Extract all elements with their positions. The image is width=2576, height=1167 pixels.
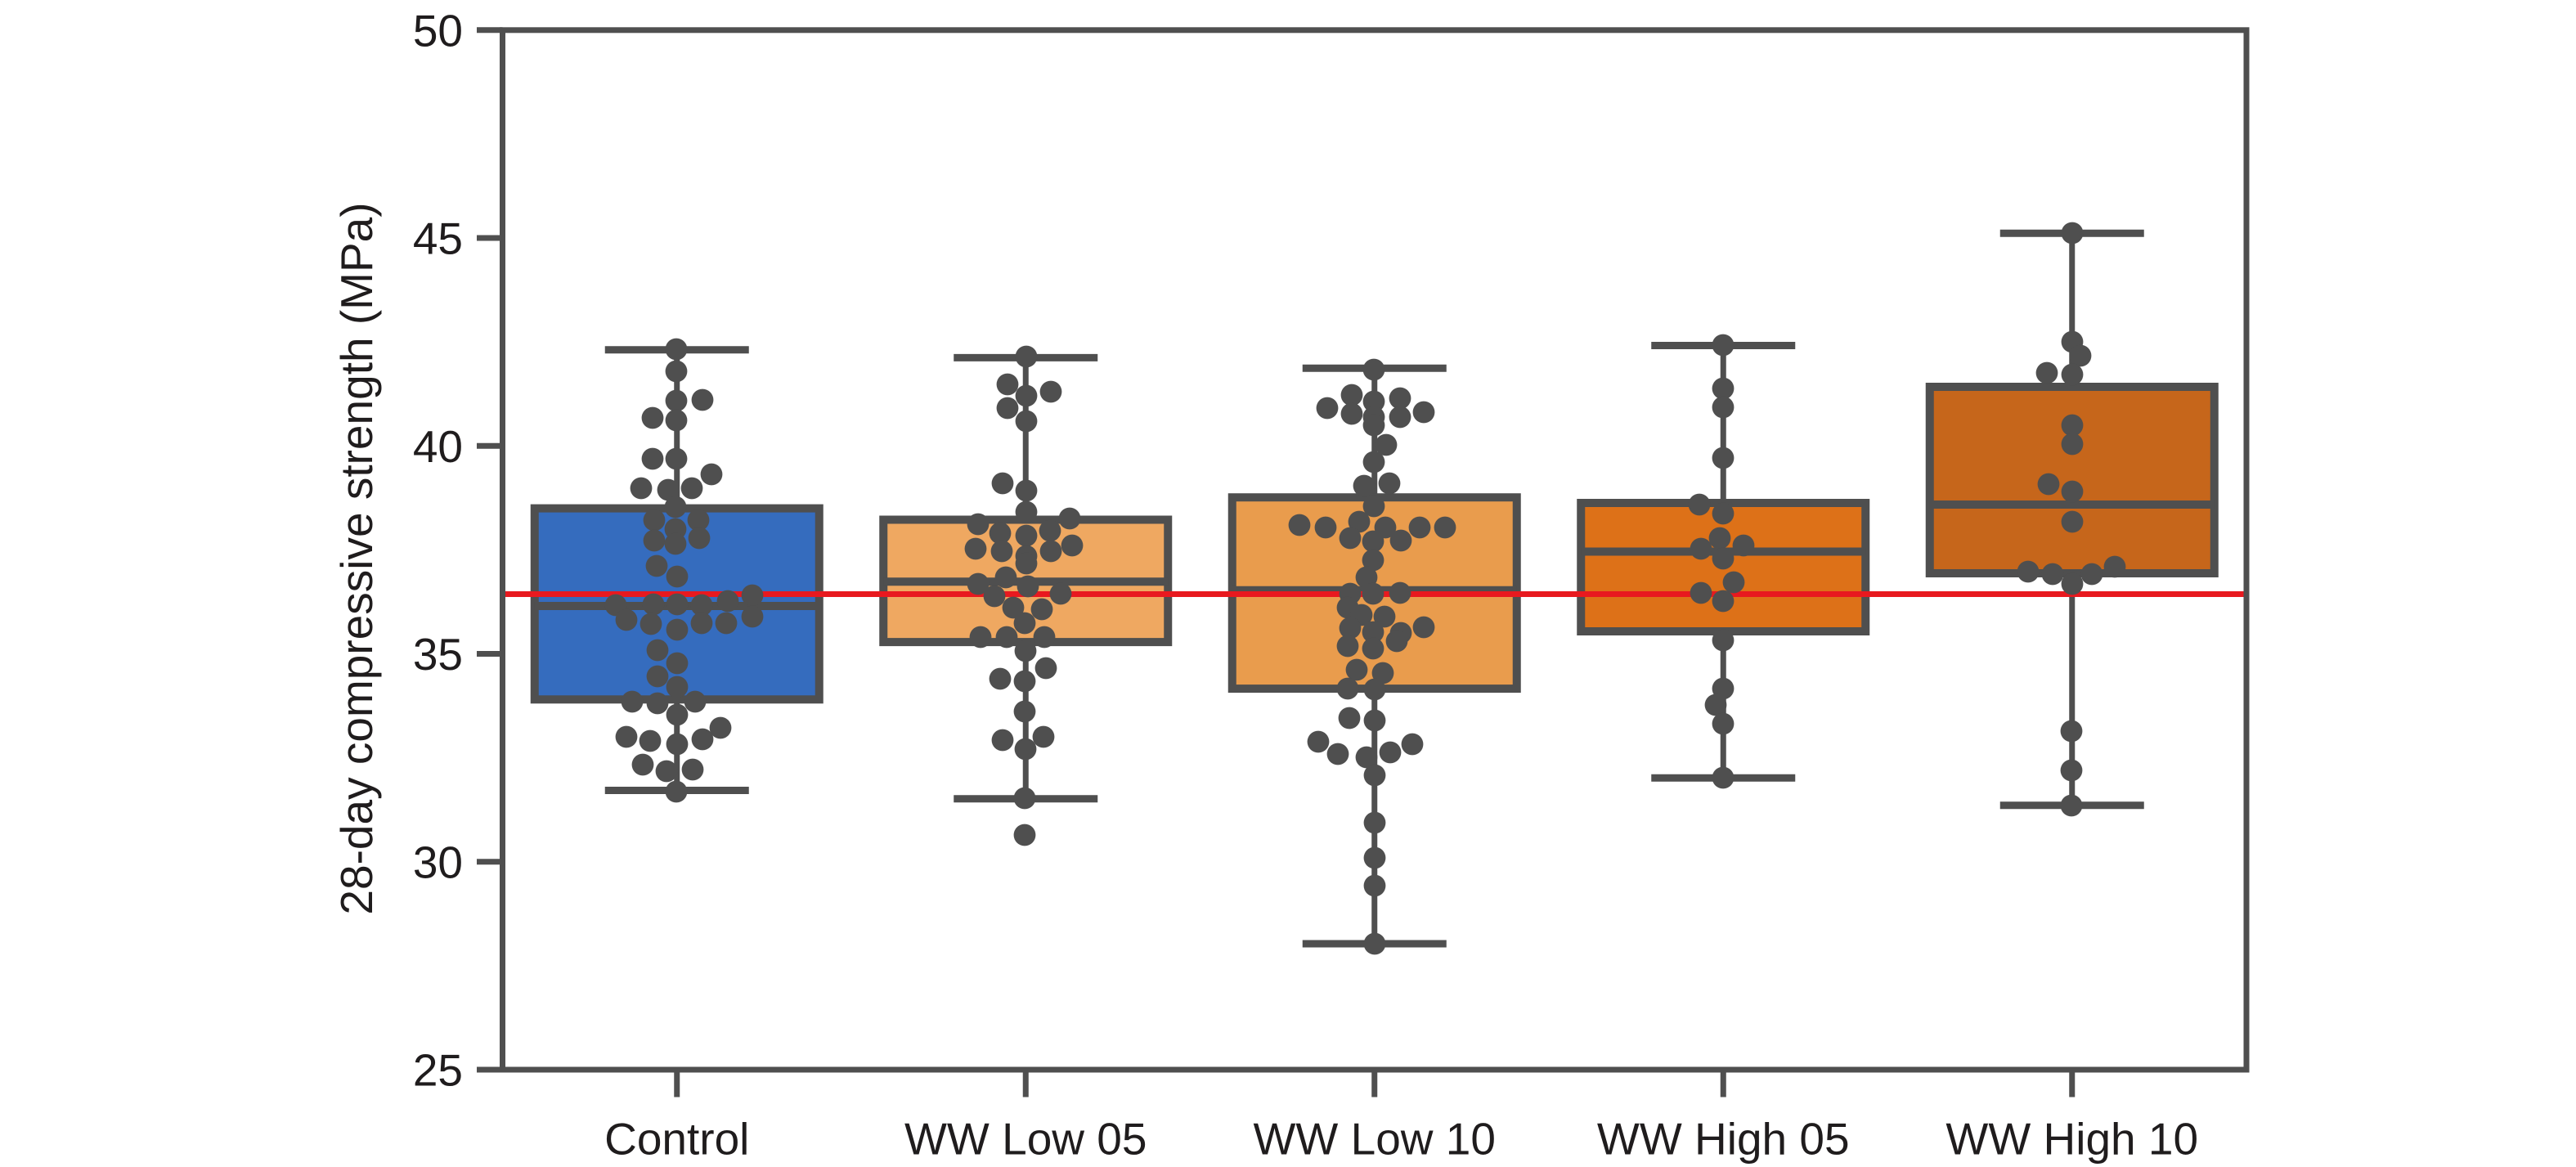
svg-text:WW High 10: WW High 10: [1945, 1114, 2198, 1165]
svg-text:WW High 05: WW High 05: [1597, 1114, 1850, 1165]
svg-text:25: 25: [413, 1045, 463, 1096]
svg-text:30: 30: [413, 837, 463, 887]
svg-text:28-day compressive strength (M: 28-day compressive strength (MPa): [331, 202, 382, 914]
svg-text:WW Low 05: WW Low 05: [904, 1114, 1147, 1165]
svg-text:50: 50: [413, 5, 463, 56]
svg-text:40: 40: [413, 421, 463, 472]
svg-text:WW Low 10: WW Low 10: [1254, 1114, 1496, 1165]
svg-text:35: 35: [413, 629, 463, 680]
svg-text:Control: Control: [604, 1114, 749, 1165]
svg-text:45: 45: [413, 213, 463, 264]
